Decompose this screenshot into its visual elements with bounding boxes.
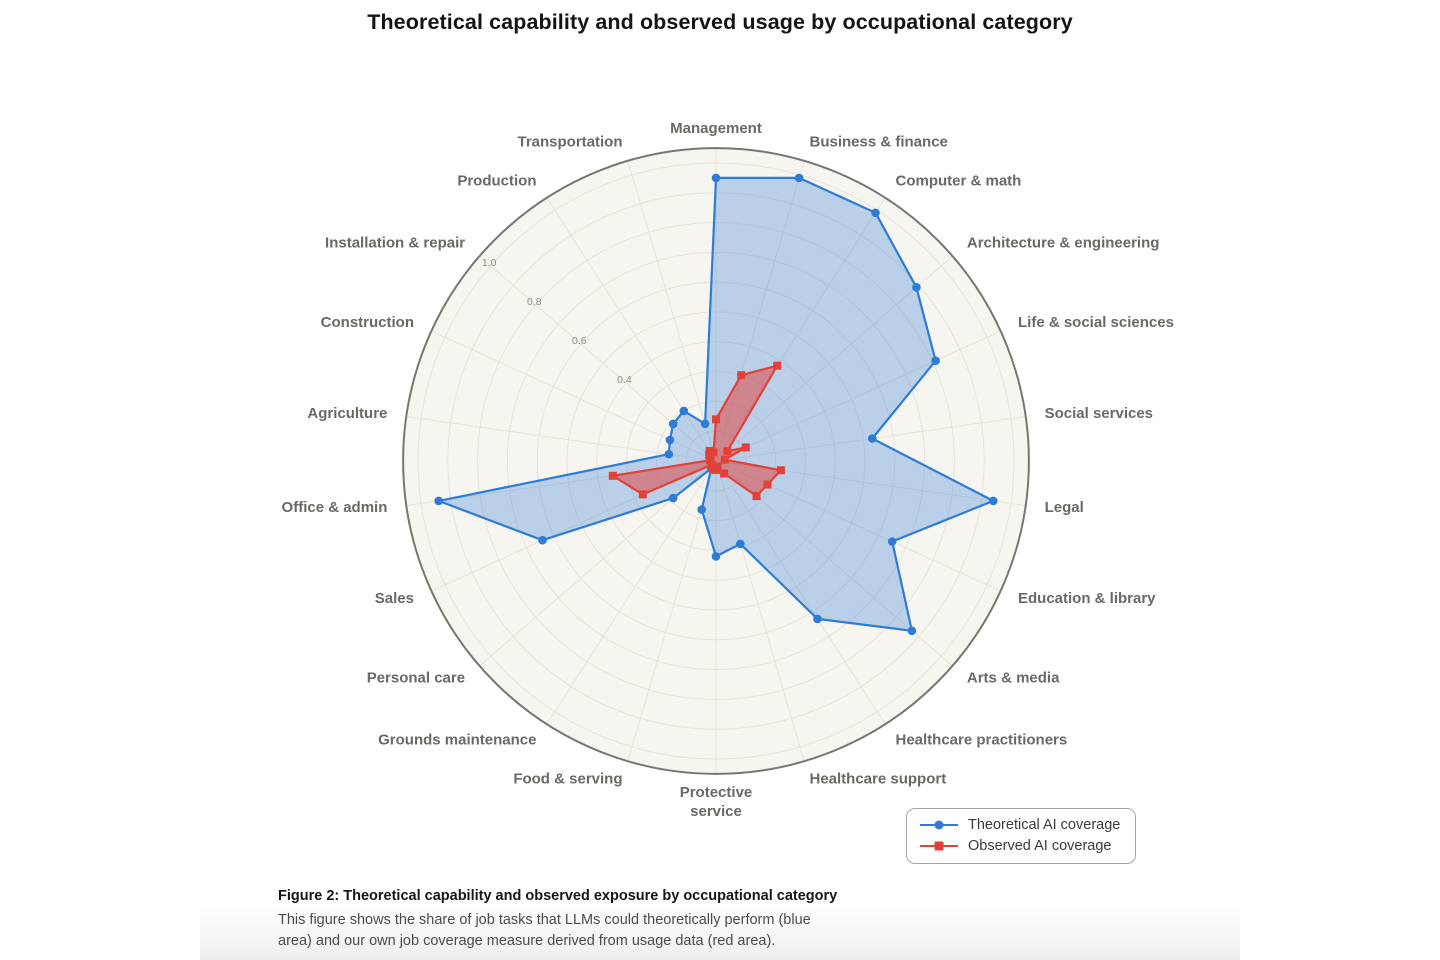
theoretical-marker: [538, 535, 547, 545]
theoretical-marker: [679, 406, 689, 416]
category-label: Arts & media: [967, 669, 1060, 686]
radial-tick-label: 0.4: [617, 374, 632, 386]
axis-spoke: [627, 160, 717, 462]
category-label: Food & serving: [513, 771, 622, 788]
axis-spoke: [406, 415, 717, 462]
theoretical-marker: [989, 496, 998, 506]
axis-spoke: [546, 460, 717, 725]
legend-item-theoretical: Theoretical AI coverage: [920, 817, 1120, 833]
observed-marker: [720, 469, 729, 478]
observed-marker: [638, 490, 647, 499]
figure-caption: Figure 2: Theoretical capability and obs…: [278, 886, 838, 952]
category-label: Architecture & engineering: [967, 235, 1160, 252]
observed-marker: [707, 460, 716, 469]
theoretical-series-swatch: [920, 820, 958, 831]
theoretical-marker: [668, 493, 678, 503]
category-label: Installation & repair: [325, 235, 465, 252]
theoretical-marker: [868, 434, 877, 443]
category-label: Protective service: [680, 784, 753, 820]
caption-title: Figure 2: Theoretical capability and obs…: [278, 888, 838, 904]
observed-marker: [709, 448, 718, 457]
axis-spoke: [715, 255, 953, 462]
observed-marker: [763, 480, 772, 489]
theoretical-marker: [813, 614, 822, 624]
theoretical-marker: [794, 173, 804, 183]
observed-marker: [723, 447, 732, 456]
category-label: Construction: [321, 314, 414, 331]
category-label: Grounds maintenance: [378, 731, 536, 748]
observed-marker: [752, 492, 761, 501]
category-label: Production: [457, 173, 536, 190]
category-label: Agriculture: [307, 405, 387, 422]
axis-spoke: [715, 460, 805, 762]
category-label: Life & social sciences: [1018, 314, 1174, 331]
observed-marker: [773, 361, 782, 370]
observed-marker: [705, 451, 714, 460]
category-label: Business & finance: [810, 133, 948, 150]
theoretical-marker: [700, 419, 710, 429]
theoretical-marker: [912, 283, 921, 292]
legend-label-observed: Observed AI coverage: [968, 838, 1112, 854]
theoretical-marker: [668, 419, 678, 429]
square-marker-icon: [934, 841, 944, 851]
category-label: Healthcare support: [810, 771, 947, 788]
observed-marker: [737, 371, 746, 380]
category-label: Social services: [1045, 405, 1153, 422]
outer-circle: [402, 147, 1030, 775]
theoretical-marker: [664, 449, 674, 459]
radial-tick-label: 1.0: [482, 257, 497, 269]
caption-body: This figure shows the share of job tasks…: [278, 912, 811, 949]
category-label: Office & admin: [282, 499, 388, 516]
radial-tick-label: 0.6: [572, 335, 587, 347]
theoretical-marker: [887, 537, 897, 546]
category-label: Management: [670, 120, 762, 137]
theoretical-marker: [736, 539, 745, 549]
axis-spoke: [479, 255, 717, 462]
chart-title: Theoretical capability and observed usag…: [367, 10, 1073, 34]
axis-spoke: [715, 460, 886, 725]
category-label: Personal care: [367, 669, 465, 686]
legend-label-theoretical: Theoretical AI coverage: [968, 817, 1121, 833]
observed-marker: [712, 415, 720, 424]
theoretical-marker: [711, 173, 721, 183]
theoretical-marker: [871, 208, 880, 218]
theoretical-marker: [931, 356, 940, 366]
category-label: Transportation: [517, 133, 622, 150]
circle-marker-icon: [934, 820, 944, 830]
legend-item-observed: Observed AI coverage: [920, 838, 1120, 854]
category-label: Healthcare practitioners: [896, 731, 1068, 748]
observed-marker: [776, 466, 785, 475]
axis-spoke: [715, 330, 1001, 462]
observed-marker: [608, 471, 617, 480]
observed-marker: [741, 443, 750, 452]
theoretical-marker: [434, 496, 444, 506]
category-label: Education & library: [1018, 590, 1156, 607]
theoretical-marker: [697, 505, 706, 514]
theoretical-marker: [907, 626, 917, 636]
axis-spoke: [546, 197, 717, 462]
category-label: Computer & math: [896, 173, 1022, 190]
category-label: Legal: [1045, 499, 1084, 516]
theoretical-marker: [711, 552, 721, 561]
observed-marker: [720, 455, 729, 464]
theoretical-marker: [665, 435, 675, 445]
radial-tick-label: 0.8: [527, 296, 542, 308]
category-label: Sales: [375, 590, 414, 607]
page-bottom-fade: [200, 906, 1240, 960]
observed-series-swatch: [920, 841, 958, 852]
chart-legend: Theoretical AI coverage Observed AI cove…: [906, 808, 1137, 864]
